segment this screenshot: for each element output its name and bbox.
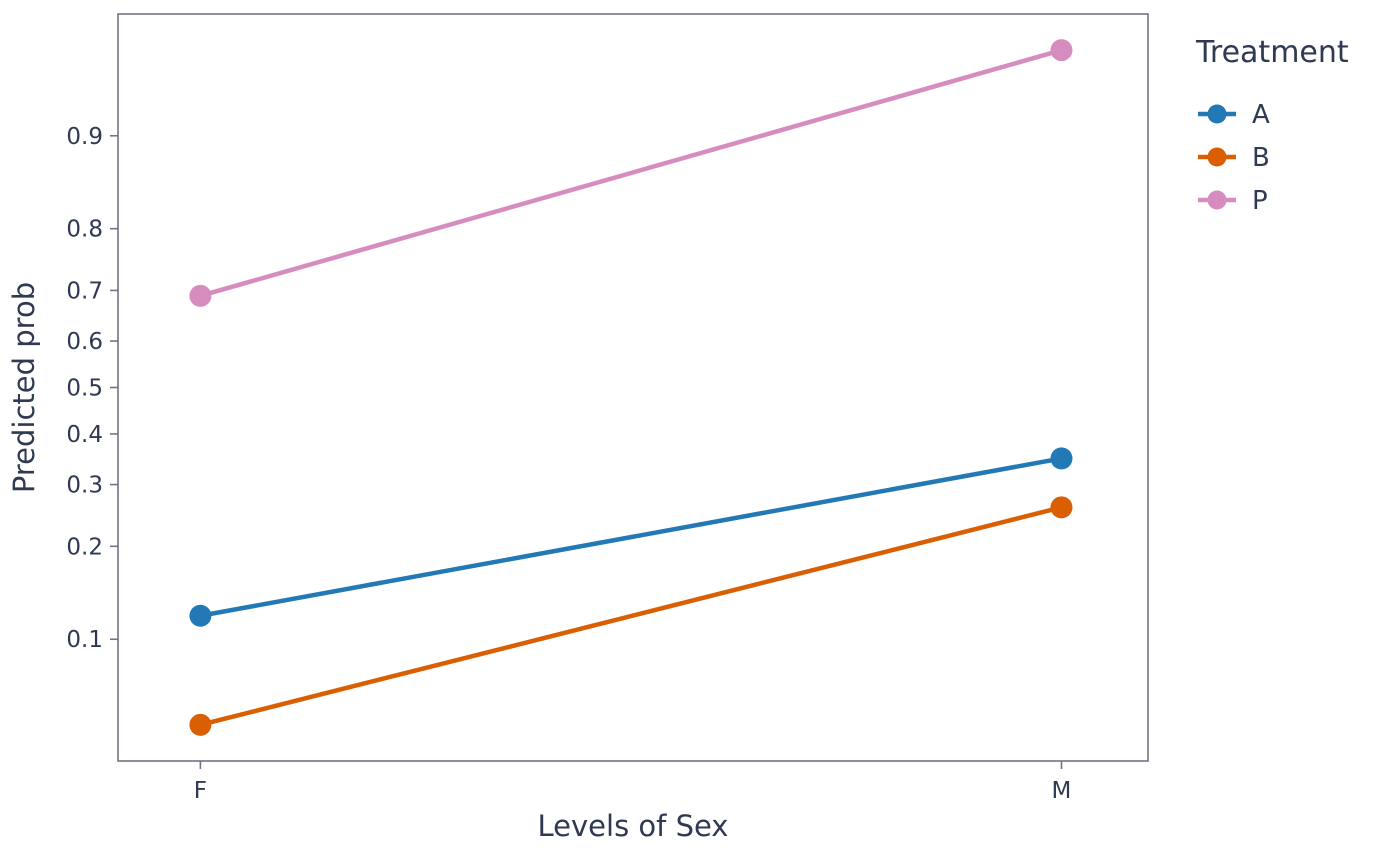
y-tick-label: 0.3 (66, 473, 103, 499)
plot-panel (117, 13, 1149, 762)
legend-item-P: P (1198, 186, 1268, 216)
series-line-A (198, 456, 1064, 619)
x-tick-label: M (1052, 778, 1072, 804)
series-line-B (198, 505, 1064, 728)
series-line-P (198, 47, 1064, 299)
y-tick-label: 0.1 (66, 627, 103, 653)
y-tick-label: 0.5 (66, 376, 103, 402)
legend-key-point-B (1207, 147, 1227, 167)
series-point-B-F (189, 713, 212, 736)
series-point-A-F (189, 604, 212, 627)
x-tick-label: F (194, 778, 207, 804)
series-point-P-F (189, 284, 212, 307)
y-tick-label: 0.8 (66, 217, 103, 243)
y-tick-label: 0.6 (66, 329, 103, 355)
y-tick-label: 0.4 (66, 422, 103, 448)
legend-key-point-A (1207, 104, 1227, 124)
y-tick-label: 0.9 (66, 124, 103, 150)
legend-key-point-P (1207, 190, 1227, 210)
legend-label-A: A (1252, 100, 1270, 130)
legend-title: Treatment (1195, 35, 1349, 70)
y-tick-label: 0.7 (66, 278, 103, 304)
legend-item-A: A (1198, 100, 1270, 130)
series-point-B-M (1050, 496, 1073, 519)
legend-label-B: B (1252, 143, 1270, 173)
series-point-A-M (1050, 447, 1073, 470)
y-axis-title: Predicted prob (7, 282, 41, 493)
series-point-P-M (1050, 39, 1073, 62)
x-axis-title: Levels of Sex (538, 809, 729, 843)
legend-label-P: P (1252, 186, 1268, 216)
legend-item-B: B (1198, 143, 1270, 173)
y-tick-label: 0.2 (66, 534, 103, 560)
